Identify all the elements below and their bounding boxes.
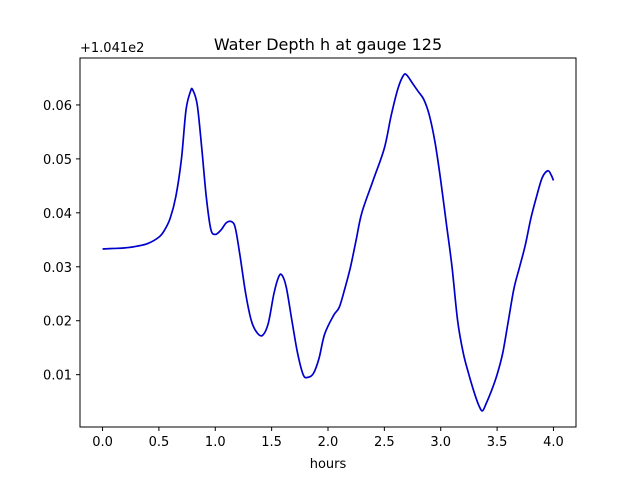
- y-offset-label: +1.041e2: [80, 41, 144, 56]
- series-layer: [102, 73, 555, 412]
- y-axis: 0.01 0.02 0.03 0.04 0.05 0.06: [43, 99, 80, 384]
- axes-frame: [79, 57, 577, 428]
- y-tick-label: 0.03: [43, 261, 72, 276]
- x-tick-label: 2.0: [318, 435, 339, 450]
- chart-title: Water Depth h at gauge 125: [214, 35, 442, 54]
- x-tick-label: 3.0: [430, 435, 451, 450]
- y-tick-label: 0.06: [43, 99, 72, 114]
- x-tick-label: 2.5: [374, 435, 395, 450]
- x-tick-label: 1.5: [261, 435, 282, 450]
- x-tick-label: 4.0: [543, 435, 564, 450]
- x-axis-label: hours: [310, 457, 347, 472]
- series-line-0: [102, 73, 555, 412]
- y-tick-label: 0.01: [43, 369, 72, 384]
- x-tick-label: 3.5: [487, 435, 508, 450]
- y-tick-label: 0.02: [43, 315, 72, 330]
- x-tick-label: 1.0: [205, 435, 226, 450]
- plot-area: [79, 57, 577, 428]
- y-tick-label: 0.05: [43, 153, 72, 168]
- y-tick-label: 0.04: [43, 207, 72, 222]
- x-tick-label: 0.0: [92, 435, 113, 450]
- x-axis: 0.0 0.5 1.0 1.5 2.0 2.5 3.0 3.5 4.0: [92, 427, 564, 450]
- x-tick-label: 0.5: [149, 435, 170, 450]
